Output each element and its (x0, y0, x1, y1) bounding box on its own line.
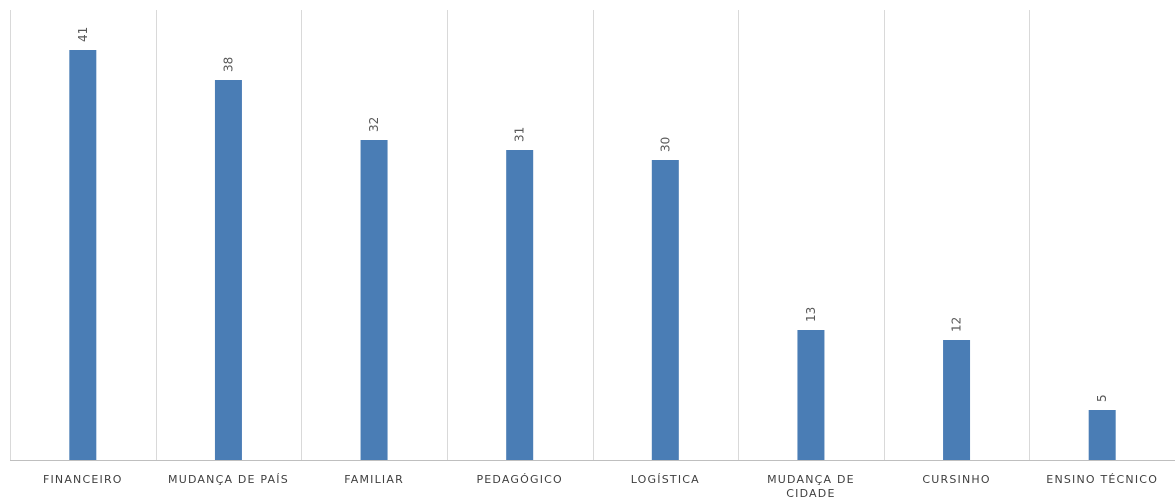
tick-label-1: MUDANÇA DE PAÍS (168, 473, 289, 486)
bar-6 (943, 340, 971, 460)
data-label-4: 30 (658, 137, 672, 152)
bar-2 (360, 140, 388, 460)
tick-label-3: PEDAGÓGICO (476, 473, 562, 486)
bar-0 (69, 50, 97, 460)
data-label-2: 32 (367, 117, 381, 132)
data-label-1: 38 (221, 57, 235, 72)
bar-1 (214, 80, 242, 460)
tick-label-6: CURSINHO (922, 473, 990, 486)
data-label-7: 5 (1095, 394, 1109, 402)
bar-5 (797, 330, 825, 460)
tick-label-7: ENSINO TÉCNICO (1046, 473, 1158, 486)
data-labels: 41 38 32 31 30 13 12 5 (76, 27, 1109, 402)
bar-4 (651, 160, 679, 460)
data-label-3: 31 (513, 127, 527, 142)
tick-label-5: MUDANÇA DE CIDADE (767, 473, 855, 500)
tick-label-0: FINANCEIRO (43, 473, 123, 486)
gridlines (10, 10, 1175, 461)
bars (69, 50, 1116, 460)
category-axis: FINANCEIRO MUDANÇA DE PAÍS FAMILIAR PEDAGÓG… (43, 473, 1158, 500)
data-label-0: 41 (76, 27, 90, 42)
data-label-6: 12 (950, 317, 964, 332)
tick-label-2: FAMILIAR (344, 473, 404, 486)
data-label-5: 13 (804, 307, 818, 322)
bar-7 (1088, 410, 1116, 460)
tick-label-4: LOGÍSTICA (631, 473, 700, 486)
bar-3 (506, 150, 534, 460)
